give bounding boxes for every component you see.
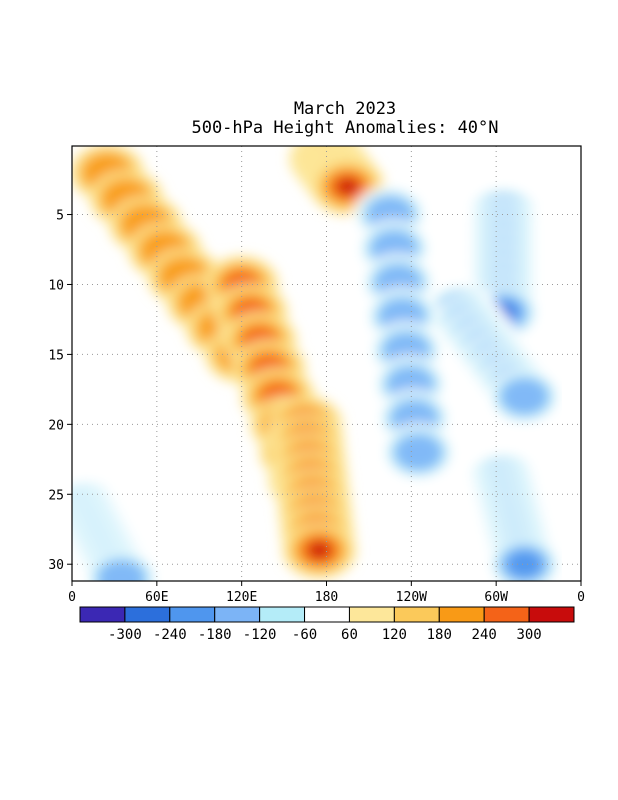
anomaly-blob [97, 559, 146, 581]
x-tick-label: 120W [396, 590, 427, 605]
color-bar-swatch [169, 606, 216, 623]
color-bar-label: -180 [198, 627, 232, 643]
anomaly-blob [336, 178, 359, 196]
color-bar-swatch [214, 606, 261, 623]
color-bar-swatch [438, 606, 485, 623]
color-bar-label: 120 [382, 627, 407, 643]
color-bar-label: 180 [427, 627, 452, 643]
color-bar-swatch [124, 606, 171, 623]
anomaly-blob [394, 433, 443, 471]
x-axis: 0 60E 120E 180 120W 60W 0 [68, 581, 585, 605]
y-axis: 5 10 15 20 25 30 [48, 209, 72, 573]
color-bar-label: 240 [472, 627, 497, 643]
color-bar-label: 300 [516, 627, 541, 643]
color-bar-swatch [348, 606, 395, 623]
color-bar-swatch [79, 606, 126, 623]
color-bar-label: -60 [292, 627, 317, 643]
x-tick-label: 60E [145, 590, 168, 605]
y-tick-label: 5 [56, 209, 64, 224]
x-tick-label: 0 [68, 590, 76, 605]
color-bar-swatch [259, 606, 306, 623]
y-tick-label: 30 [48, 558, 64, 573]
y-tick-label: 10 [48, 278, 64, 293]
chart-title: March 2023 [293, 99, 397, 119]
color-bar-label: -240 [153, 627, 187, 643]
x-tick-label: 120E [226, 590, 257, 605]
color-bar-swatch [304, 606, 350, 623]
color-bar-label: -120 [243, 627, 277, 643]
x-tick-label: 0 [577, 590, 585, 605]
anomaly-blob [500, 377, 549, 416]
color-bar-swatch [483, 606, 530, 623]
color-bar [79, 606, 575, 623]
y-tick-label: 20 [48, 418, 64, 433]
y-tick-label: 25 [48, 488, 64, 503]
color-bar-swatch [528, 606, 575, 623]
x-tick-label: 60W [484, 590, 508, 605]
anomaly-blob [308, 541, 331, 559]
chart-subtitle: 500-hPa Height Anomalies: 40°N [191, 118, 499, 138]
anomaly-field [72, 146, 562, 581]
anomaly-blob [506, 550, 542, 578]
color-bar-labels: -300 -240 -180 -120 -60 60 120 180 240 300 [108, 627, 542, 643]
x-tick-label: 180 [315, 590, 338, 605]
color-bar-label: -300 [108, 627, 142, 643]
color-bar-swatch [393, 606, 440, 623]
color-bar-label: 60 [341, 627, 358, 643]
y-tick-label: 15 [48, 348, 64, 363]
